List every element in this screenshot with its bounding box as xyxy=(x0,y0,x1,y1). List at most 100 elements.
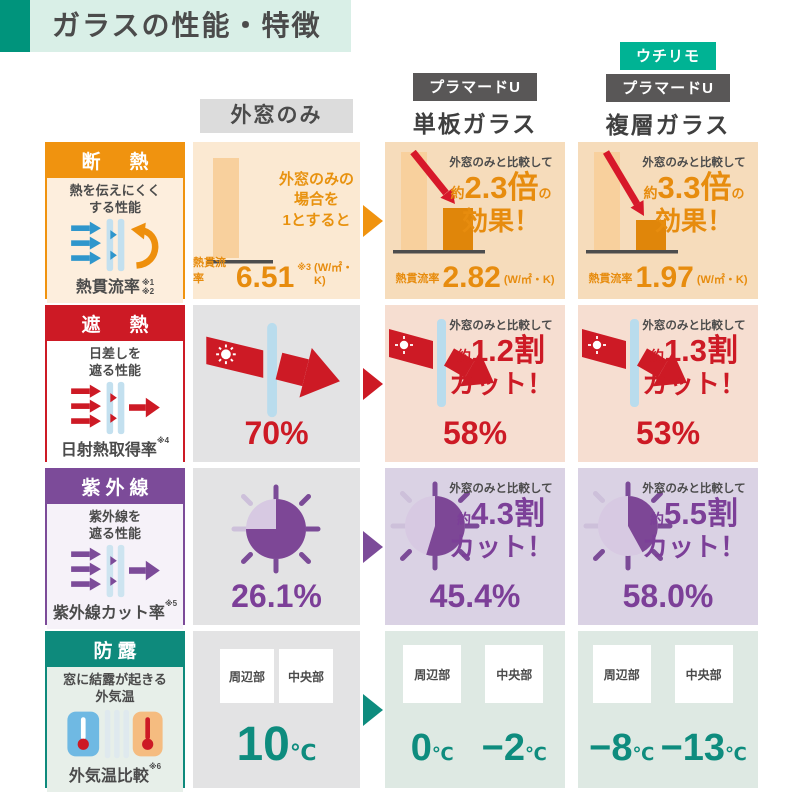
temperature-columns: 周辺部 −8℃ 中央部 −13℃ xyxy=(578,631,758,788)
condensation-double-cell: 周辺部 −8℃ 中央部 −13℃ xyxy=(578,631,758,788)
edge-label-box: 周辺部 xyxy=(220,649,274,703)
approx-label: 約 xyxy=(450,185,465,201)
row-metric-condensation: 外気温比較※6 xyxy=(69,762,161,786)
cut-word: カット！ xyxy=(641,531,746,562)
row-body-insulation: 熱を伝えにくく する性能 熱貫流率 ※1 ※2 xyxy=(47,178,183,303)
cut-text-block: 外窓のみと比較して 約5.5割 カット！ xyxy=(632,480,756,561)
uv-double-cell: 外窓のみと比較して 約5.5割 カット！ 58.0% xyxy=(578,468,758,625)
compare-label: 外窓のみと比較して xyxy=(449,320,553,332)
right-arrow-icon xyxy=(362,204,383,237)
factor-value: 2.3倍 xyxy=(464,170,539,205)
effect-word: 効果！ xyxy=(654,205,733,236)
caption-line: 1とすると xyxy=(282,211,351,229)
particle: の xyxy=(731,186,745,201)
flow-arrow-condensation xyxy=(360,631,385,788)
column-header-double-glass: ウチリモ プラマードU 複層ガラス xyxy=(578,42,758,140)
row-desc-uv: 紫外線を 遮る性能 xyxy=(89,509,141,543)
cut-value: 4.3割 xyxy=(470,496,546,531)
cut-amount: 約1.2割 xyxy=(439,334,563,368)
sun-arrow-glass-icon xyxy=(389,319,495,407)
footnote: ※4 xyxy=(156,435,170,445)
desc-line: 遮る性能 xyxy=(88,362,141,378)
edge-label-box: 周辺部 xyxy=(403,645,462,703)
sun-pie-icon xyxy=(390,481,480,571)
flow-arrow-shading xyxy=(360,305,385,462)
right-arrow-icon xyxy=(362,367,383,400)
metric-label: 紫外線カット率 xyxy=(52,604,165,622)
position-labels: 周辺部 中央部 xyxy=(193,649,360,703)
comparison-grid: 断 熱 熱を伝えにくく する性能 xyxy=(45,142,758,792)
row-desc-insulation: 熱を伝えにくく する性能 xyxy=(70,183,161,217)
edge-temperature: −8℃ xyxy=(589,727,654,770)
baseline-bar-chart xyxy=(207,158,273,264)
desc-line: 窓に結露が起きる xyxy=(63,672,167,687)
center-label-box: 中央部 xyxy=(485,645,544,703)
temp-value: 0 xyxy=(410,727,432,769)
factor-value: 3.3倍 xyxy=(657,170,732,205)
row-title-uv: 紫外線 xyxy=(47,470,183,504)
metric-value: 1.97 xyxy=(635,261,694,294)
cut-word: カット！ xyxy=(641,368,746,399)
approx-label: 約 xyxy=(649,348,664,364)
metric-label: 熱貫流率 xyxy=(75,278,140,296)
temp-unit: ℃ xyxy=(632,744,655,764)
insulation-single-cell: 外窓のみと比較して 約2.3倍の 効果！ 熱貫流率 2.82 (W/㎡・K) xyxy=(385,142,565,299)
uv-block-icon xyxy=(71,544,160,597)
cut-text-block: 外窓のみと比較して 約1.3割 カット！ xyxy=(632,317,756,398)
temp-value: −2 xyxy=(481,727,525,769)
approx-label: 約 xyxy=(643,185,658,201)
row-label-uv: 紫外線 紫外線を 遮る性能 xyxy=(45,468,185,629)
column-name-single-glass: 単板ガラス xyxy=(412,111,538,137)
brand-badge-plamard: プラマードU xyxy=(606,74,730,102)
brand-badge-uchirimo: ウチリモ xyxy=(619,42,716,70)
sun-arrow-glass-icon xyxy=(206,322,340,418)
footnote-marks: ※1 ※2 xyxy=(142,278,154,297)
desc-line: する性能 xyxy=(88,199,141,215)
edge-label-box: 周辺部 xyxy=(592,645,651,703)
spacer xyxy=(185,142,193,299)
metric-label: 熱貫流率 xyxy=(395,273,440,285)
footnote: ※5 xyxy=(164,598,178,608)
column-header-single-glass: プラマードU 単板ガラス xyxy=(385,73,565,139)
cut-amount: 約5.5割 xyxy=(632,497,756,531)
desc-line: 熱を伝えにくく xyxy=(69,183,161,198)
temp-value: 10 xyxy=(236,718,290,771)
row-title-insulation: 断 熱 xyxy=(47,144,183,178)
center-label: 中央部 xyxy=(287,669,324,684)
spacer xyxy=(565,142,578,299)
shading-double-value: 53% xyxy=(635,415,701,451)
compare-label: 外窓のみと比較して xyxy=(642,320,746,332)
flow-arrow-insulation xyxy=(360,142,385,299)
column-name-double-glass: 複層ガラス xyxy=(605,112,731,138)
temp-unit: ℃ xyxy=(289,740,317,765)
shading-baseline-cell: 70% xyxy=(193,305,360,462)
effect-text-block: 外窓のみと比較して 約2.3倍の 効果！ xyxy=(439,154,563,235)
edge-temp-column: 周辺部 0℃ xyxy=(403,645,462,770)
compare-label: 外窓のみと比較して xyxy=(449,483,553,495)
temp-unit: ℃ xyxy=(524,744,547,764)
uv-baseline-value: 26.1% xyxy=(231,578,322,614)
desc-line: 遮る性能 xyxy=(88,525,141,541)
particle: の xyxy=(538,186,552,201)
row-title-condensation: 防露 xyxy=(47,633,183,667)
uv-double-value: 58.0% xyxy=(622,578,714,614)
spacer xyxy=(185,305,193,462)
center-temp-column: 中央部 −2℃ xyxy=(482,645,547,770)
spacer xyxy=(565,468,578,625)
thermometers-icon xyxy=(67,709,163,759)
row-desc-condensation: 窓に結露が起きる 外気温 xyxy=(63,672,167,706)
edge-temperature: 0℃ xyxy=(411,727,454,770)
cut-word: カット！ xyxy=(448,368,553,399)
uv-single-cell: 外窓のみと比較して 約4.3割 カット！ 45.4% xyxy=(385,468,565,625)
shading-baseline-value: 70% xyxy=(244,415,309,451)
u-value-line: 熱貫流率 1.97 (W/㎡・K) xyxy=(578,261,758,294)
cut-amount: 約1.3割 xyxy=(632,334,756,368)
compare-label: 外窓のみと比較して xyxy=(449,157,553,169)
edge-temp-column: 周辺部 −8℃ xyxy=(589,645,654,770)
row-metric-uv: 紫外線カット率※5 xyxy=(53,599,177,623)
row-title-shading: 遮 熱 xyxy=(47,307,183,341)
row-metric-insulation: 熱貫流率 ※1 ※2 xyxy=(76,273,154,297)
approx-label: 約 xyxy=(456,348,471,364)
insulation-baseline-cell: 外窓のみの 場合を 1とすると 熱貫流率 6.51 ※3 (W/㎡・K) xyxy=(193,142,360,299)
